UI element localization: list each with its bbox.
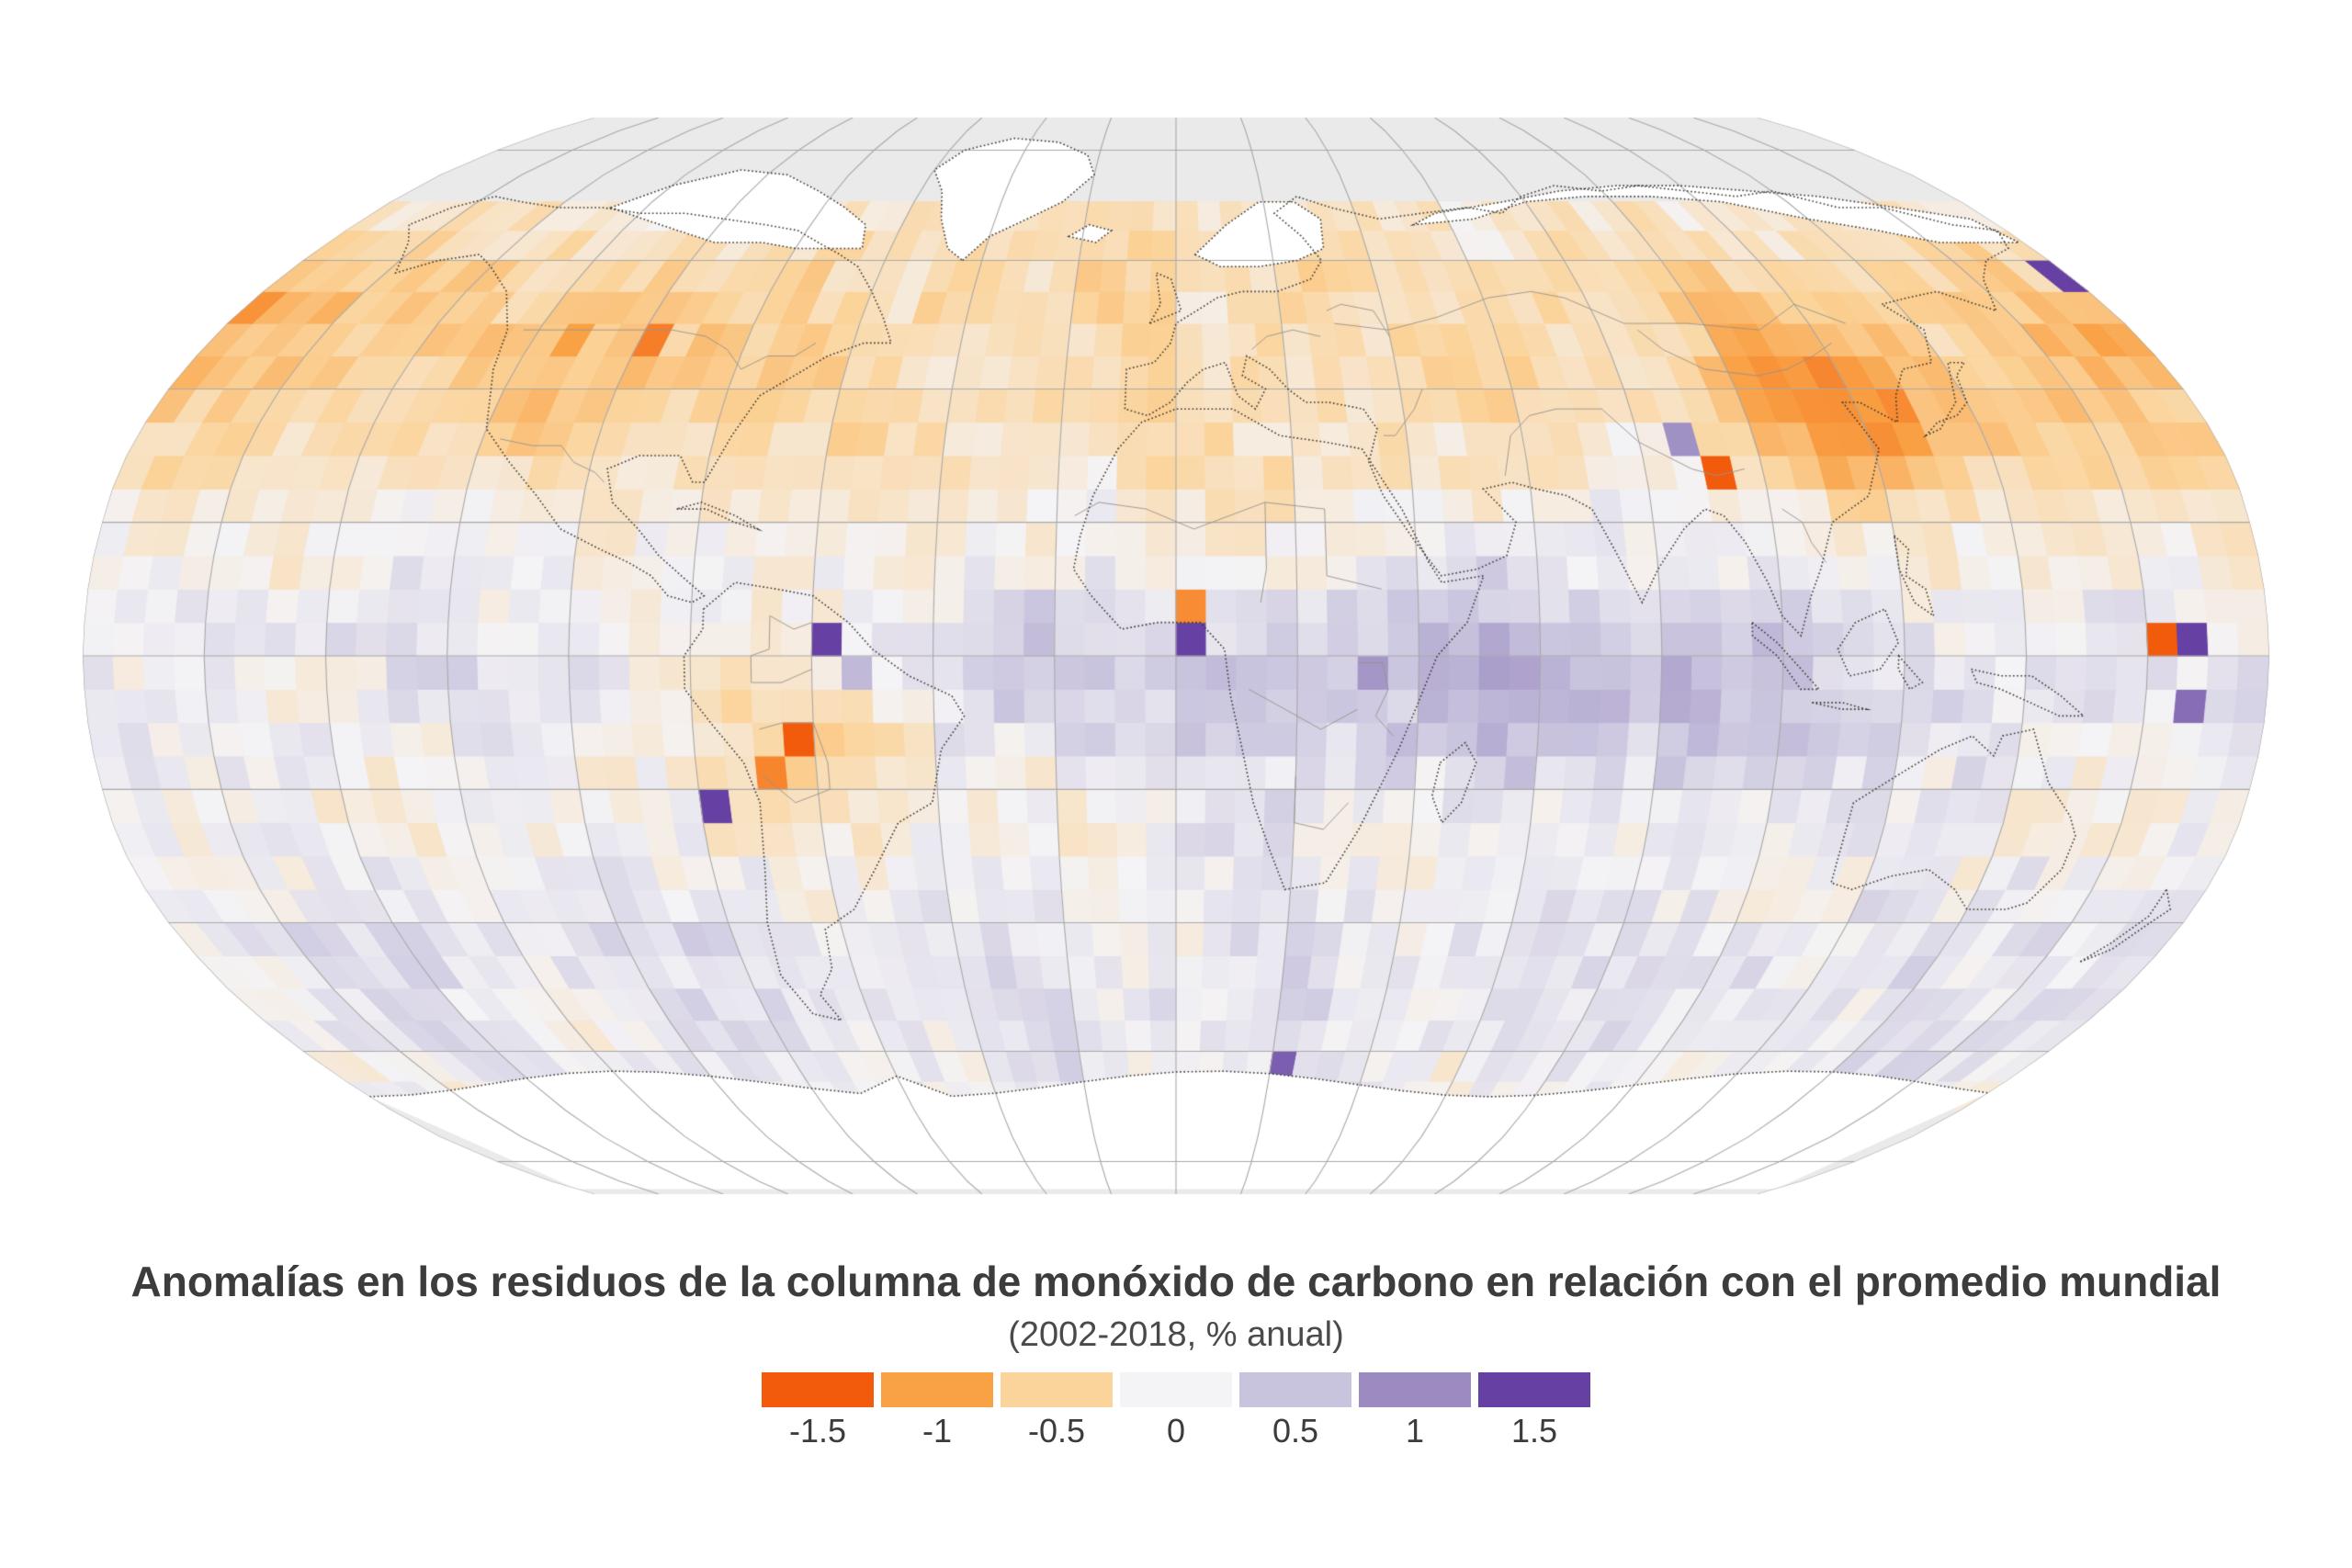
- legend-label: 1.5: [1510, 1412, 1558, 1450]
- legend-item: -1: [881, 1372, 993, 1448]
- map-subtitle: (2002-2018, % anual): [1008, 1315, 1344, 1354]
- legend-label: 0.5: [1272, 1412, 1319, 1450]
- color-legend: -1.5 -1 -0.5 0 0.5 1 1.5: [762, 1372, 1590, 1448]
- legend-swatch: [1239, 1372, 1351, 1407]
- legend-swatch: [881, 1372, 993, 1407]
- legend-item: 1: [1359, 1372, 1471, 1448]
- legend-item: -0.5: [1001, 1372, 1113, 1448]
- legend-label: -1: [922, 1412, 952, 1450]
- legend-item: 0: [1120, 1372, 1232, 1448]
- legend-item: 0.5: [1239, 1372, 1351, 1448]
- legend-swatch: [1001, 1372, 1113, 1407]
- legend-label: 1: [1405, 1412, 1425, 1450]
- legend-swatch: [1478, 1372, 1590, 1407]
- legend-item: -1.5: [762, 1372, 874, 1448]
- legend-swatch: [1359, 1372, 1471, 1407]
- legend-item: 1.5: [1478, 1372, 1590, 1448]
- legend-swatch: [762, 1372, 874, 1407]
- legend-swatch: [1120, 1372, 1232, 1407]
- legend-label: -1.5: [788, 1412, 847, 1450]
- legend-label: 0: [1166, 1412, 1186, 1450]
- legend-label: -0.5: [1027, 1412, 1086, 1450]
- world-map: [0, 0, 2352, 1231]
- map-title: Anomalías en los residuos de la columna …: [130, 1258, 2222, 1305]
